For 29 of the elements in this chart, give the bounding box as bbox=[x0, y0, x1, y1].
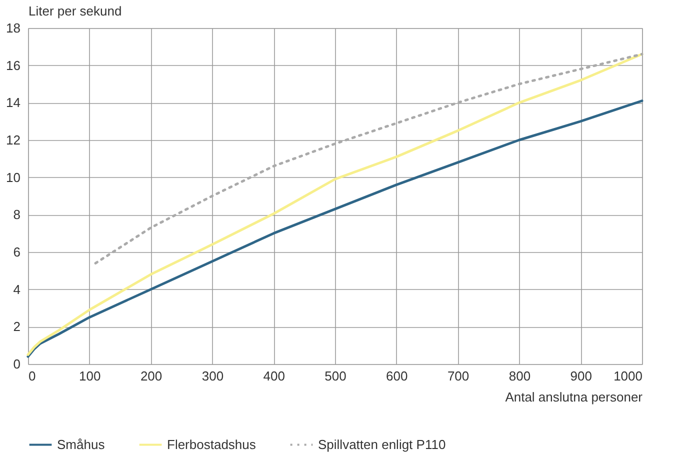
line-series bbox=[26, 100, 644, 358]
legend-label: Småhus bbox=[57, 436, 106, 452]
y-tick-label: 0 bbox=[13, 356, 20, 372]
y-tick-label: 18 bbox=[6, 20, 20, 36]
x-tick-label: 0 bbox=[28, 368, 36, 384]
x-tick-label: 200 bbox=[140, 368, 162, 384]
line-series bbox=[94, 52, 644, 264]
y-tick-label: 12 bbox=[6, 132, 20, 148]
y-tick-label: 8 bbox=[13, 207, 20, 222]
line-series bbox=[26, 52, 644, 356]
y-tick-label: 10 bbox=[6, 170, 20, 185]
x-tick-label: 1000 bbox=[614, 368, 642, 384]
legend-label: Spillvatten enligt P110 bbox=[318, 436, 446, 452]
y-tick-label: 6 bbox=[13, 244, 20, 260]
x-tick-label: 300 bbox=[202, 368, 224, 384]
y-tick-label: 2 bbox=[13, 319, 20, 334]
y-tick-label: 14 bbox=[6, 95, 20, 110]
x-tick-label: 500 bbox=[324, 368, 346, 384]
x-tick-label: 600 bbox=[386, 368, 408, 384]
y-tick-label: 16 bbox=[6, 58, 20, 73]
x-tick-label: 400 bbox=[263, 368, 285, 384]
x-tick-label: 700 bbox=[447, 368, 470, 384]
x-tick-label: 900 bbox=[570, 368, 592, 384]
x-tick-label: 800 bbox=[508, 368, 531, 384]
x-axis-title: Antal anslutna personer bbox=[505, 390, 644, 404]
y-axis-title: Liter per sekund bbox=[28, 4, 122, 18]
x-tick-label: 100 bbox=[79, 368, 101, 384]
legend-label: Flerbostadshus bbox=[167, 436, 256, 452]
y-tick-label: 4 bbox=[13, 282, 20, 297]
